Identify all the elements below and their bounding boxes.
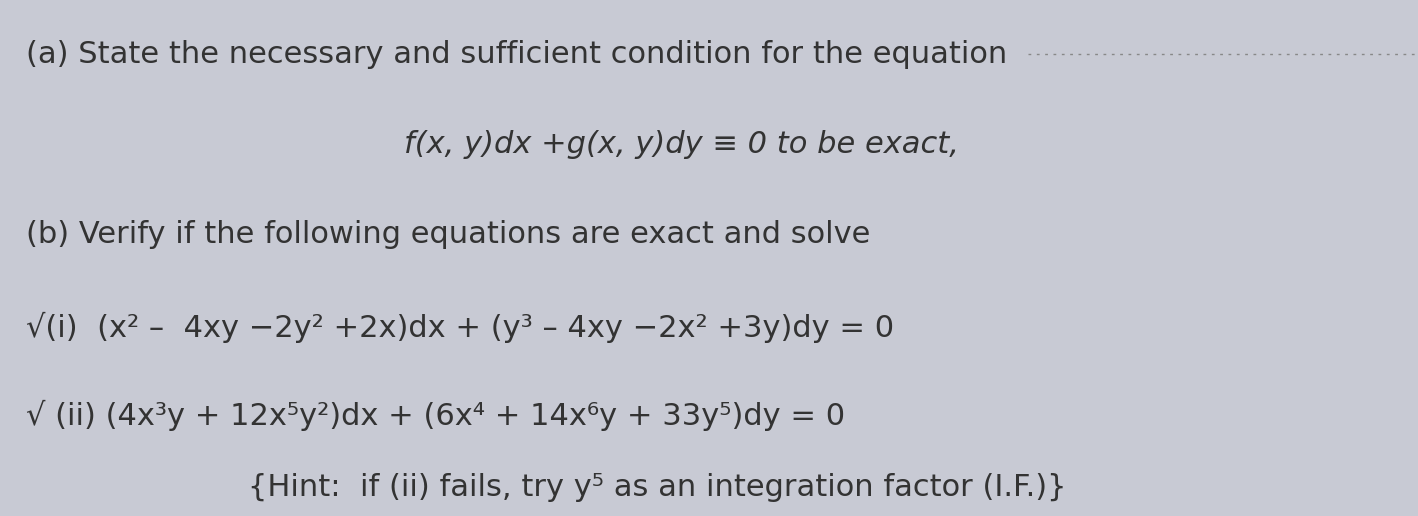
Text: f(x, y)dx +g(x, y)dy ≡ 0 to be exact,: f(x, y)dx +g(x, y)dy ≡ 0 to be exact, (404, 130, 959, 159)
Text: (b) Verify if the following equations are exact and solve: (b) Verify if the following equations ar… (26, 220, 869, 249)
Text: (a) State the necessary and sufficient condition for the equation: (a) State the necessary and sufficient c… (26, 40, 1007, 69)
Text: √ (ii) (4x³y + 12x⁵y²)dx + (6x⁴ + 14x⁶y + 33y⁵)dy = 0: √ (ii) (4x³y + 12x⁵y²)dx + (6x⁴ + 14x⁶y … (26, 400, 845, 431)
Text: {Hint:  if (ii) fails, try y⁵ as an integration factor (I.F.)}: {Hint: if (ii) fails, try y⁵ as an integ… (248, 473, 1066, 502)
Text: √(i)  (x² –  4xy −2y² +2x)dx + (y³ – 4xy −2x² +3y)dy = 0: √(i) (x² – 4xy −2y² +2x)dx + (y³ – 4xy −… (26, 312, 893, 343)
